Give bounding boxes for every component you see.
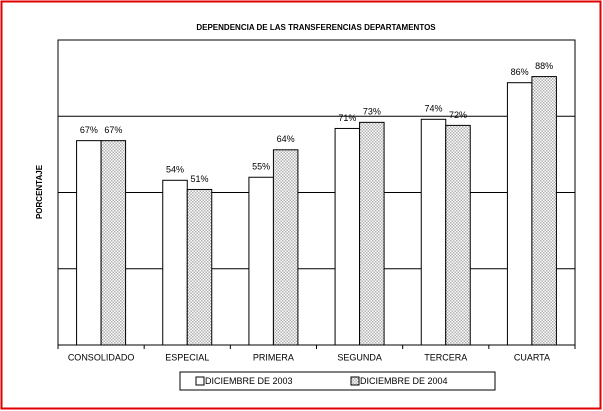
data-label: 55%	[252, 162, 270, 172]
bar	[334, 127, 361, 346]
bar	[445, 124, 471, 346]
y-axis-label: PORCENTAJE	[35, 164, 44, 219]
bar	[76, 140, 102, 346]
data-label: 54%	[166, 165, 184, 175]
data-label: 64%	[277, 134, 295, 144]
bar	[506, 82, 533, 346]
legend-swatch	[350, 376, 360, 386]
data-label: 71%	[338, 113, 356, 123]
x-tick-label: TERCERA	[424, 352, 467, 362]
x-tick-label: CONSOLIDADO	[68, 352, 135, 362]
x-tick-label: SEGUNDA	[337, 352, 382, 362]
bar	[272, 149, 299, 346]
x-tick-label: PRIMERA	[253, 352, 294, 362]
bar	[248, 176, 274, 346]
legend-label: DICIEMBRE DE 2004	[360, 376, 448, 386]
data-label: 51%	[190, 174, 208, 184]
bar	[100, 140, 127, 346]
legend-label: DICIEMBRE DE 2003	[205, 376, 293, 386]
data-label: 73%	[363, 107, 381, 117]
data-label: 67%	[104, 125, 122, 135]
legend	[179, 371, 496, 391]
data-label: 67%	[80, 125, 98, 135]
data-label: 72%	[449, 110, 467, 120]
bar	[359, 121, 385, 346]
bar	[420, 118, 447, 346]
bar	[186, 188, 213, 346]
data-label: 86%	[511, 67, 529, 77]
legend-swatch	[195, 376, 205, 386]
bar	[162, 179, 188, 346]
x-tick-label: CUARTA	[514, 352, 550, 362]
x-tick-label: ESPECIAL	[165, 352, 209, 362]
data-label: 74%	[424, 104, 442, 114]
chart-title: DEPENDENCIA DE LAS TRANSFERENCIAS DEPART…	[196, 23, 436, 32]
bar	[531, 76, 557, 346]
data-label: 88%	[535, 61, 553, 71]
